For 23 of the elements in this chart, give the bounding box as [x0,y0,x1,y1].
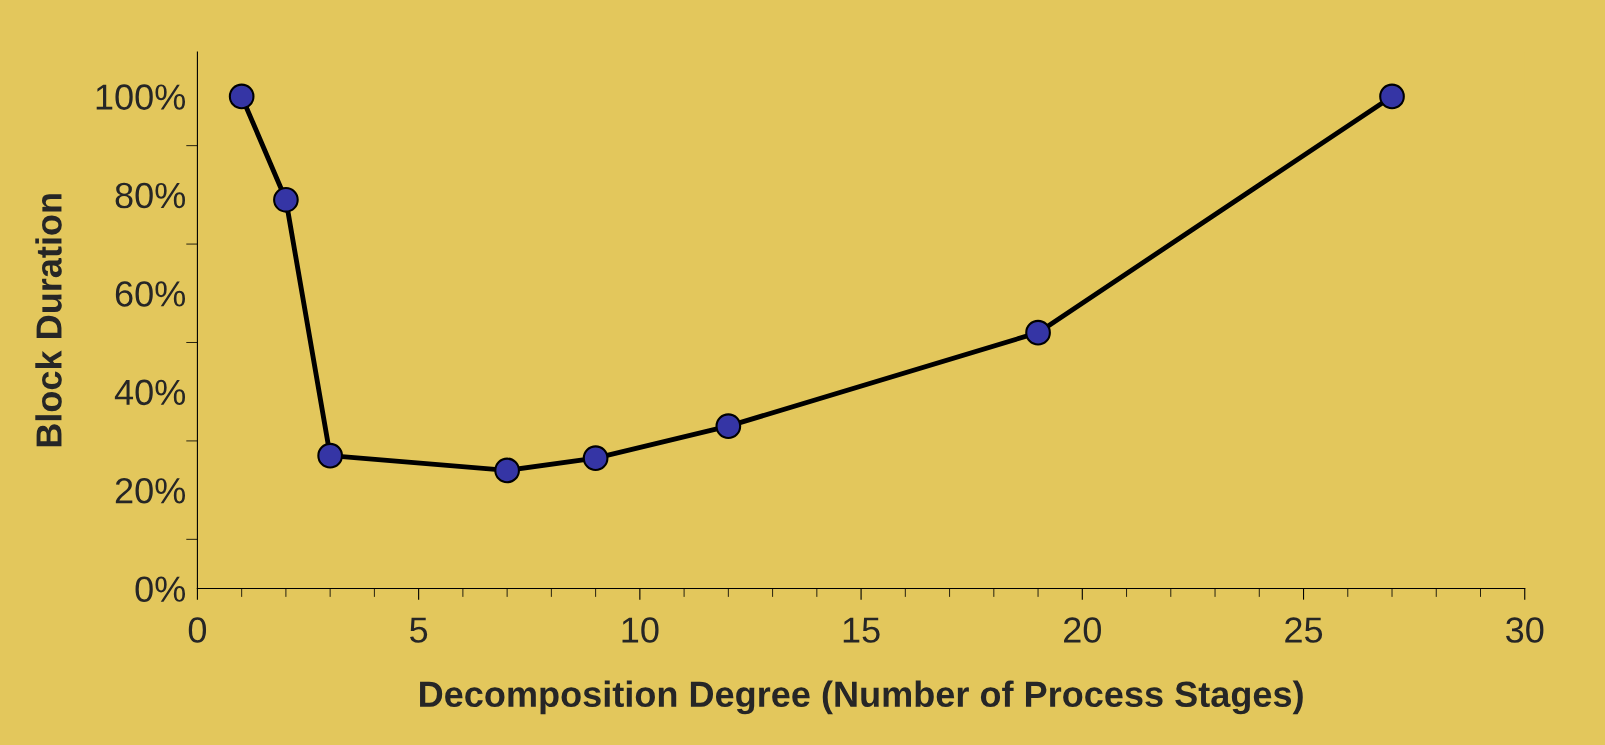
point [1025,319,1051,346]
x-tick-label: 25 [1285,617,1323,643]
y-tick-label: 40% [114,379,186,406]
x-tick-label: 20 [1064,617,1101,643]
x-tick-label: 15 [843,617,880,643]
x-tick-label: 10 [622,617,659,643]
point [273,186,299,213]
y-tick-label: 60% [115,281,186,307]
y-axis-title: Block Duration [35,194,62,447]
x-tick-label: 0 [188,617,207,643]
y-tick-label: 20% [115,478,186,504]
y-tick-label: 0% [135,576,186,602]
point [228,83,255,110]
x-axis-title: Decomposition Degree (Number of Process Stages) [420,680,1303,715]
point [494,457,520,484]
x-tick-label: 30 [1506,617,1544,643]
point [317,442,343,469]
x-tick-label: 5 [410,617,428,643]
y-tick-label: 100% [96,84,186,110]
point [715,413,742,439]
point [582,445,609,471]
point [1379,83,1405,110]
y-tick-label: 80% [115,182,186,209]
